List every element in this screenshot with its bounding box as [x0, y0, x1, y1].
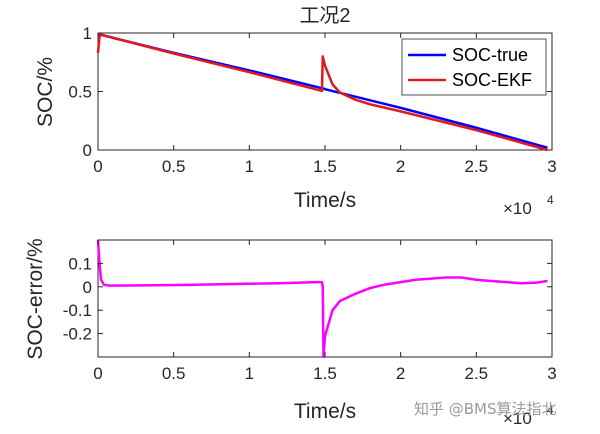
- y-tick-label: 0.1: [68, 254, 92, 273]
- x-tick-label: 0.5: [162, 157, 186, 176]
- x-tick-label: 2: [396, 157, 405, 176]
- y-tick-label: 0.5: [68, 83, 92, 102]
- x-axis-label: Time/s: [294, 189, 356, 212]
- x-tick-label: 1: [245, 364, 254, 383]
- y-tick-label: 0: [83, 278, 92, 297]
- y-axis-label: SOC/%: [34, 57, 57, 127]
- y-tick-label: -0.2: [63, 325, 92, 344]
- x-axis-label: Time/s: [294, 400, 356, 423]
- x-axis-multiplier: ×10 4: [503, 403, 554, 428]
- x-tick-label: 1.5: [313, 157, 337, 176]
- x-tick-label: 0.5: [162, 364, 186, 383]
- x-tick-label: 1: [245, 157, 254, 176]
- x-axis-ticks: 0 0.5 1 1.5 2 2.5 3: [93, 33, 557, 176]
- series-group: [96, 239, 548, 359]
- chart-title: 工况2: [299, 5, 350, 27]
- watermark-text: 知乎 @BMS算法指北: [414, 400, 557, 418]
- y-tick-label: 0: [83, 141, 92, 160]
- y-axis-label: SOC-error/%: [24, 238, 47, 359]
- series-group: [96, 33, 548, 152]
- x-multiplier-exponent: 4: [547, 403, 554, 417]
- legend: SOC-true SOC-EKF: [401, 38, 547, 96]
- x-multiplier-base: ×10: [503, 409, 532, 428]
- legend-label-soc-ekf: SOC-EKF: [452, 70, 532, 90]
- y-tick-label: 1: [83, 24, 92, 43]
- y-axis-ticks: 00.51: [68, 24, 552, 160]
- x-multiplier-exponent: 4: [547, 193, 554, 207]
- x-tick-label: 2.5: [465, 364, 489, 383]
- soc-chart: 工况2 0 0.5 1 1.5 2 2.5 3 00.51 Time/s SOC/% ×10…: [34, 5, 557, 218]
- x-axis-ticks: 0 0.5 1 1.5 2 2.5 3: [93, 240, 557, 383]
- y-tick-label: -0.1: [63, 301, 92, 320]
- x-tick-label: 0: [93, 157, 102, 176]
- legend-label-soc-true: SOC-true: [452, 45, 528, 65]
- x-axis-multiplier: ×10 4: [503, 193, 554, 218]
- series-line-soc-ekf: [96, 33, 548, 152]
- x-tick-label: 3: [547, 364, 556, 383]
- legend-box: [401, 38, 547, 96]
- y-axis-ticks: -0.2 -0.1 0 0.1: [63, 254, 552, 344]
- x-tick-label: 2.5: [465, 157, 489, 176]
- series-line-soc-error: [96, 239, 548, 359]
- x-tick-label: 3: [547, 157, 556, 176]
- x-multiplier-base: ×10: [503, 199, 532, 218]
- x-tick-label: 1.5: [313, 364, 337, 383]
- soc-error-chart: 0 0.5 1 1.5 2 2.5 3 -0.2 -0.1 0 0.1 Time/s SOC-er…: [24, 238, 557, 428]
- x-tick-label: 0: [93, 364, 102, 383]
- x-tick-label: 2: [396, 364, 405, 383]
